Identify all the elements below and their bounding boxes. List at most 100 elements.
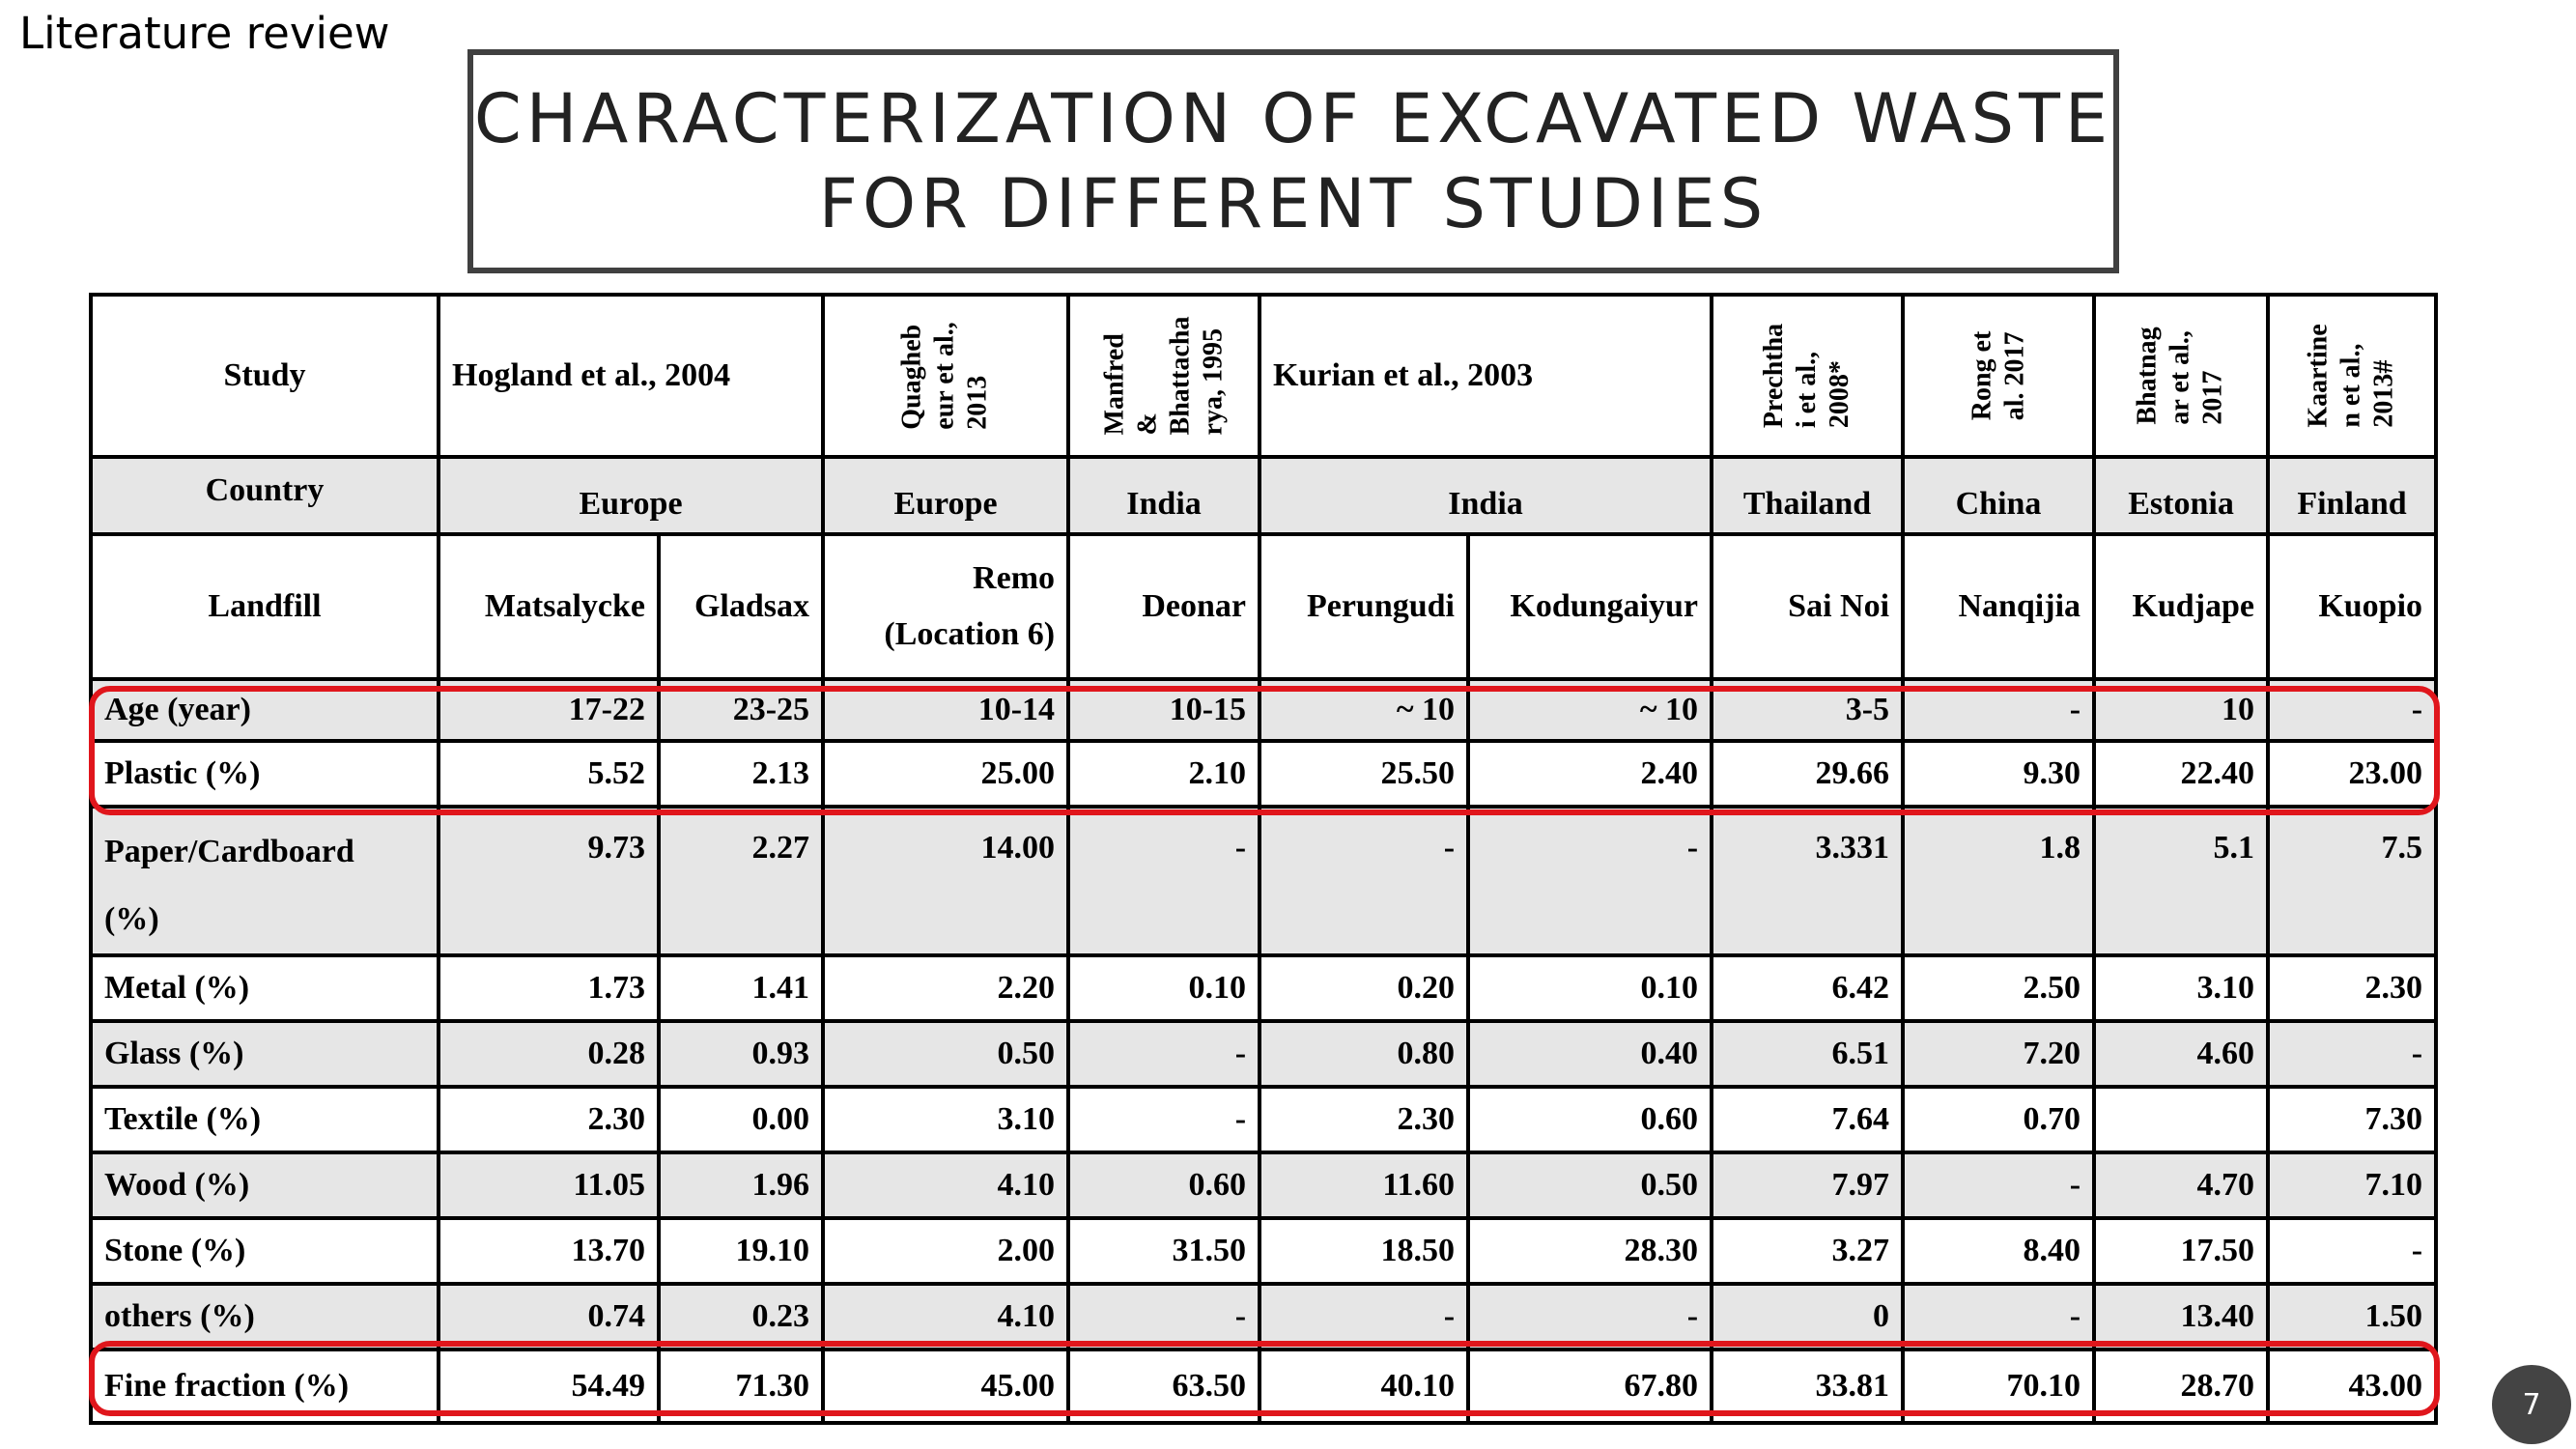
- value-cell: -: [2266, 1019, 2439, 1089]
- landfill-cell: Kodungaiyur: [1467, 532, 1714, 681]
- row-label: Wood (%): [89, 1151, 440, 1220]
- waste-characterization-table: Study Hogland et al., 2004 Quagheb eur e…: [89, 293, 2439, 1425]
- row-label: Fine fraction (%): [89, 1348, 440, 1425]
- table-row: Paper/Cardboard (%) 9.73 2.27 14.00 - - -…: [89, 805, 2439, 957]
- value-cell: 5.1: [2092, 805, 2271, 957]
- row-label: Stone (%): [89, 1216, 440, 1286]
- study-bhatnagar: Bhatnag ar et al., 2017: [2092, 293, 2271, 459]
- value-cell: 67.80: [1467, 1348, 1714, 1425]
- value-cell: -: [1066, 1282, 1262, 1351]
- value-cell: -: [1467, 805, 1714, 957]
- value-cell: 3.27: [1710, 1216, 1906, 1286]
- value-cell: 2.40: [1467, 739, 1714, 809]
- study-prechthai: Prechtha i et al., 2008*: [1710, 293, 1906, 459]
- value-cell: 11.05: [437, 1151, 661, 1220]
- value-cell: 4.10: [821, 1282, 1071, 1351]
- value-cell: 0.93: [657, 1019, 826, 1089]
- value-cell: 33.81: [1710, 1348, 1906, 1425]
- value-cell: 3.10: [2092, 953, 2271, 1023]
- study-label: Study: [89, 293, 440, 459]
- value-cell: 1.41: [657, 953, 826, 1023]
- value-cell: 4.10: [821, 1151, 1071, 1220]
- title-line-1: CHARACTERIZATION OF EXCAVATED WASTE: [473, 79, 2113, 158]
- page-number-badge: 7: [2492, 1365, 2571, 1444]
- value-cell: 7.5: [2266, 805, 2439, 957]
- value-cell: 23-25: [657, 677, 826, 743]
- value-cell: 2.30: [2266, 953, 2439, 1023]
- table-row: Age (year) 17-22 23-25 10-14 10-15 ~ 10 …: [89, 677, 2439, 743]
- value-cell: 18.50: [1258, 1216, 1471, 1286]
- value-cell: 4.70: [2092, 1151, 2271, 1220]
- landfill-label: Landfill: [89, 532, 440, 681]
- value-cell: 2.20: [821, 953, 1071, 1023]
- value-cell: 2.30: [437, 1085, 661, 1154]
- country-label: Country: [89, 455, 440, 536]
- study-hogland: Hogland et al., 2004: [436, 293, 826, 459]
- study-kurian: Kurian et al., 2003: [1258, 293, 1714, 459]
- value-cell: 2.00: [821, 1216, 1071, 1286]
- value-cell: 7.64: [1710, 1085, 1906, 1154]
- value-cell: 71.30: [657, 1348, 826, 1425]
- study-rong: Rong et al. 2017: [1901, 293, 2097, 459]
- value-cell: 0.23: [657, 1282, 826, 1351]
- landfill-cell: Nanqijia: [1901, 532, 2097, 681]
- landfill-cell: Deonar: [1066, 532, 1262, 681]
- value-cell: -: [1066, 1085, 1262, 1154]
- value-cell: 2.13: [657, 739, 826, 809]
- value-cell: -: [1901, 1282, 2097, 1351]
- table-row: Fine fraction (%) 54.49 71.30 45.00 63.5…: [89, 1348, 2439, 1425]
- table-row: Wood (%) 11.05 1.96 4.10 0.60 11.60 0.50…: [89, 1151, 2439, 1220]
- landfill-cell: Gladsax: [657, 532, 826, 681]
- value-cell: 17-22: [437, 677, 661, 743]
- row-label: Metal (%): [89, 953, 440, 1023]
- value-cell: -: [1066, 805, 1262, 957]
- value-cell: 7.20: [1901, 1019, 2097, 1089]
- value-cell: -: [1901, 1151, 2097, 1220]
- value-cell: 2.27: [657, 805, 826, 957]
- value-cell: 40.10: [1258, 1348, 1471, 1425]
- value-cell: 9.30: [1901, 739, 2097, 809]
- table-row: Plastic (%) 5.52 2.13 25.00 2.10 25.50 2…: [89, 739, 2439, 809]
- country-cell: Thailand: [1710, 455, 1906, 536]
- landfill-cell: Matsalycke: [437, 532, 661, 681]
- value-cell: -: [1066, 1019, 1262, 1089]
- landfill-row: Landfill Matsalycke Gladsax Remo (Locatio…: [89, 532, 2439, 681]
- country-row: Country Europe Europe India India Thaila…: [89, 455, 2439, 536]
- value-cell: 13.40: [2092, 1282, 2271, 1351]
- value-cell: 2.50: [1901, 953, 2097, 1023]
- value-cell: 25.00: [821, 739, 1071, 809]
- value-cell: 9.73: [437, 805, 661, 957]
- table-row: Stone (%) 13.70 19.10 2.00 31.50 18.50 2…: [89, 1216, 2439, 1286]
- country-cell: Estonia: [2092, 455, 2271, 536]
- study-kaartinen: Kaartine n et al., 2013#: [2266, 293, 2439, 459]
- value-cell: 1.96: [657, 1151, 826, 1220]
- value-cell: 63.50: [1066, 1348, 1262, 1425]
- value-cell: -: [1467, 1282, 1714, 1351]
- country-cell: Europe: [436, 455, 826, 536]
- landfill-cell: Kudjape: [2092, 532, 2271, 681]
- value-cell: -: [1258, 805, 1471, 957]
- landfill-cell: Kuopio: [2266, 532, 2439, 681]
- title-line-2: FOR DIFFERENT STUDIES: [818, 164, 1769, 243]
- value-cell: -: [2266, 1216, 2439, 1286]
- value-cell: 19.10: [657, 1216, 826, 1286]
- country-cell: India: [1258, 455, 1714, 536]
- value-cell: -: [2266, 677, 2439, 743]
- value-cell: 7.97: [1710, 1151, 1906, 1220]
- country-cell: Finland: [2266, 455, 2439, 536]
- value-cell: 7.30: [2266, 1085, 2439, 1154]
- row-label: Paper/Cardboard (%): [89, 805, 440, 957]
- value-cell: -: [1901, 677, 2097, 743]
- table-row: others (%) 0.74 0.23 4.10 - - - 0 - 13.4…: [89, 1282, 2439, 1351]
- value-cell: 31.50: [1066, 1216, 1262, 1286]
- row-label: Plastic (%): [89, 739, 440, 809]
- value-cell: 3-5: [1710, 677, 1906, 743]
- value-cell: 5.52: [437, 739, 661, 809]
- value-cell: 0.80: [1258, 1019, 1471, 1089]
- country-cell: China: [1901, 455, 2097, 536]
- value-cell: 17.50: [2092, 1216, 2271, 1286]
- value-cell: 0.10: [1066, 953, 1262, 1023]
- value-cell: 0.20: [1258, 953, 1471, 1023]
- value-cell: 0.60: [1467, 1085, 1714, 1154]
- value-cell: 0.00: [657, 1085, 826, 1154]
